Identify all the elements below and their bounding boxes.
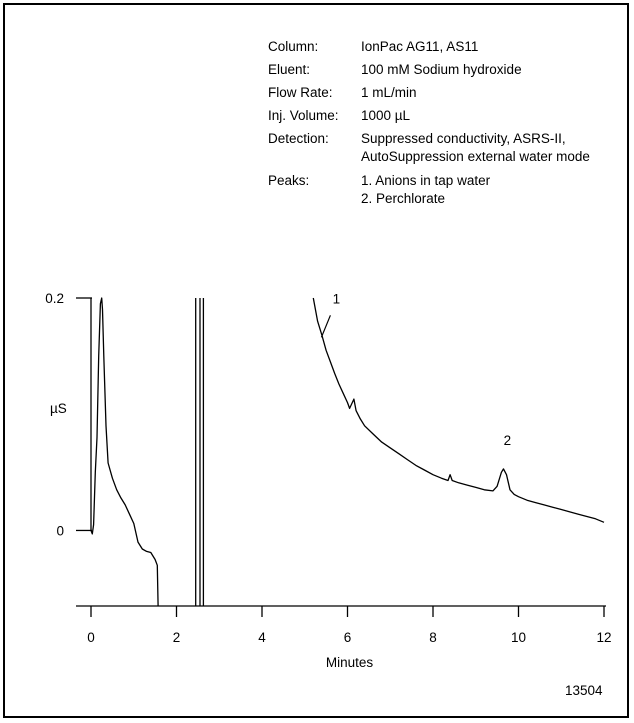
injection-volume-label: Inj. Volume: (268, 108, 339, 123)
trace-segment-5 (312, 297, 605, 523)
peaks-label: Peaks: (268, 173, 310, 188)
eluent-value: 100 mM Sodium hydroxide (361, 62, 522, 77)
axes (76, 297, 606, 617)
column-label: Column: (268, 39, 319, 54)
peak-1-description: 1. Anions in tap water (361, 173, 491, 188)
figure-frame (3, 3, 629, 718)
y-axis-title: µS (50, 401, 67, 416)
x-tick-label-3: 6 (344, 630, 352, 645)
peak-2-description: 2. Perchlorate (361, 191, 446, 206)
trace-segment-1 (90, 297, 159, 607)
injection-volume-value: 1000 µL (361, 108, 411, 123)
y-tick-label-1: 0 (56, 523, 64, 538)
column-value: IonPac AG11, AS11 (361, 39, 479, 54)
y-tick-label-0: 0.2 (45, 291, 64, 306)
x-tick-label-0: 0 (87, 630, 95, 645)
flow-rate-value: 1 mL/min (361, 85, 417, 100)
figure-code: 13504 (565, 683, 603, 698)
detection-value-line1: Suppressed conductivity, ASRS-II, (361, 131, 566, 146)
x-tick-label-4: 8 (429, 630, 437, 645)
x-tick-label-2: 4 (258, 630, 266, 645)
x-axis-title: Minutes (326, 655, 374, 670)
detection-value-line2: AutoSuppression external water mode (361, 149, 590, 164)
detection-label: Detection: (268, 131, 329, 146)
peak-1-label: 1 (333, 291, 341, 306)
x-tick-label-5: 10 (511, 630, 526, 645)
peak-1-leader-line (320, 315, 331, 338)
peak-2-label: 2 (504, 433, 512, 448)
flow-rate-label: Flow Rate: (268, 85, 333, 100)
eluent-label: Eluent: (268, 62, 311, 77)
x-tick-label-1: 2 (173, 630, 181, 645)
series-layer (90, 297, 605, 607)
x-tick-label-6: 12 (596, 630, 611, 645)
